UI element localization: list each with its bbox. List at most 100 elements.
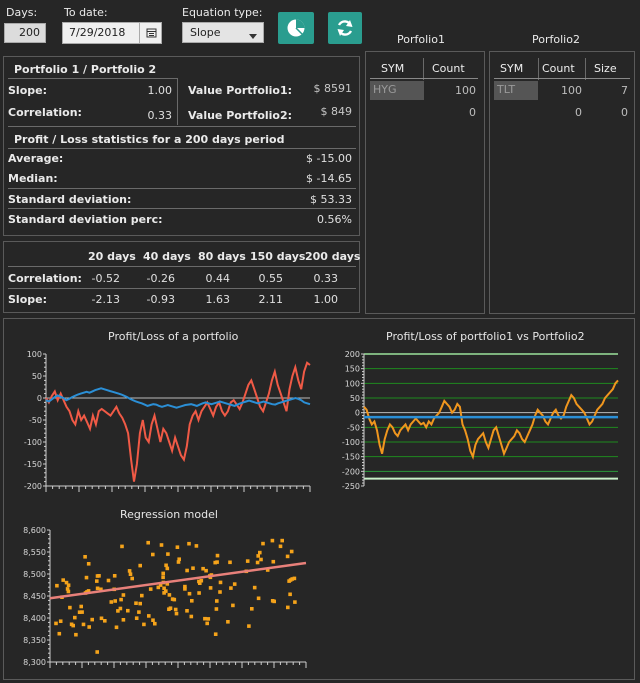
period-slope-value: 1.63 [205, 293, 231, 306]
eqtype-select[interactable]: Slope [182, 22, 264, 43]
scatter-point [127, 569, 132, 573]
scatter-point [250, 607, 254, 611]
scatter-point [118, 606, 123, 611]
scatter-point [183, 584, 187, 589]
calendar-icon[interactable] [139, 23, 161, 43]
slope-value: 1.00 [147, 84, 173, 97]
portfolio2-col-sym[interactable]: SYM [500, 62, 524, 75]
portfolio2-table[interactable] [489, 51, 635, 314]
scatter-point [258, 550, 262, 555]
scatter-point [214, 607, 219, 611]
scatter-point [215, 599, 219, 603]
scatter-point [215, 560, 219, 564]
scatter-point [189, 614, 194, 619]
scatter-point [95, 574, 100, 578]
series-line [363, 379, 619, 460]
scatter-point [134, 616, 139, 620]
scatter-point [140, 593, 144, 598]
header-divider [370, 78, 478, 79]
scatter-point [278, 544, 283, 549]
period-header: 80 days [198, 250, 246, 263]
portfolio2-count-cell[interactable]: 0 [575, 106, 582, 119]
y-tick-label: 0 [355, 409, 360, 418]
scatter-point [106, 578, 111, 583]
scatter-point [174, 611, 179, 616]
portfolio2-size-cell[interactable]: 0 [621, 106, 628, 119]
portfolio2-count-cell[interactable]: 100 [561, 84, 582, 97]
value-p2: $ 849 [320, 105, 353, 118]
portfolio1-sym-cell[interactable]: HYG [370, 81, 424, 100]
scatter-point [87, 625, 91, 629]
scatter-point [79, 604, 83, 609]
todate-picker[interactable]: 7/29/2018 [62, 22, 162, 44]
scatter-point [151, 552, 155, 557]
scatter-point [206, 617, 211, 621]
scatter-point [151, 618, 155, 622]
chart2-title: Profit/Loss of portfolio1 vs Portfolio2 [386, 330, 585, 343]
scatter-point [191, 566, 195, 570]
period-slope-label: Slope: [8, 293, 47, 306]
y-tick-label: 8,450 [23, 592, 46, 601]
scatter-point [153, 621, 157, 626]
portfolio2-col-count[interactable]: Count [542, 62, 575, 75]
correlation-label: Correlation: [8, 106, 82, 119]
pl-title: Profit / Loss statistics for a 200 days … [14, 133, 285, 146]
scatter-point [95, 650, 99, 654]
scatter-point [197, 591, 201, 595]
y-tick-label: 8,550 [23, 548, 46, 557]
y-tick-label: 8,500 [23, 570, 46, 579]
scatter-point [138, 563, 142, 568]
scatter-point [58, 619, 63, 623]
scatter-point [68, 605, 72, 610]
divider [8, 288, 356, 289]
chevron-down-icon [249, 30, 257, 43]
portfolio1-count-cell[interactable]: 100 [455, 84, 476, 97]
refresh-button[interactable] [328, 12, 362, 44]
scatter-point [293, 600, 297, 604]
divider [177, 79, 178, 125]
scatter-point [95, 579, 99, 583]
divider [8, 78, 178, 79]
scatter-point [86, 589, 91, 593]
scatter-point [148, 587, 153, 591]
scatter-point [183, 587, 187, 591]
todate-value: 7/29/2018 [69, 26, 126, 39]
scatter-point [168, 606, 173, 610]
scatter-point [54, 621, 58, 626]
stats-title: Portfolio 1 / Portfolio 2 [14, 63, 157, 76]
y-tick-label: 50 [32, 372, 42, 381]
portfolio1-count-cell[interactable]: 0 [469, 106, 476, 119]
period-correlation-value: 0.55 [258, 272, 284, 285]
regression-chart: 8,600 8,550 8,500 8,450 8,400 8,350 8,300 [23, 526, 307, 668]
scatter-point [55, 583, 59, 588]
y-tick-label: -200 [342, 467, 360, 476]
average-value: $ -15.00 [306, 152, 352, 165]
scatter-point [80, 610, 84, 614]
scatter-point [71, 623, 75, 628]
portfolio1-col-sym[interactable]: SYM [381, 62, 405, 75]
portfolio2-size-cell[interactable]: 7 [621, 84, 628, 97]
y-tick-label: 8,600 [23, 526, 46, 535]
scatter-point [134, 601, 138, 605]
scatter-point [270, 538, 275, 543]
scatter-point [126, 608, 130, 613]
scatter-point [86, 562, 91, 566]
profit-loss-chart: 100 50 0 -50 -100 -150 -200 [24, 350, 311, 492]
scatter-point [128, 572, 133, 576]
pie-chart-button[interactable] [278, 12, 314, 44]
divider [8, 148, 356, 149]
scatter-point [138, 601, 142, 606]
correlation-value: 0.33 [147, 109, 173, 122]
scatter-point [164, 563, 168, 568]
average-label: Average: [8, 152, 64, 165]
portfolio2-col-size[interactable]: Size [594, 62, 617, 75]
scatter-point [285, 554, 290, 559]
column-divider [538, 58, 539, 80]
scatter-point [119, 597, 123, 602]
days-input[interactable]: 200 [4, 23, 46, 43]
portfolio1-col-count[interactable]: Count [432, 62, 465, 75]
scatter-point [213, 632, 218, 636]
scatter-point [280, 538, 284, 543]
scatter-point [256, 554, 260, 558]
portfolio2-sym-cell[interactable]: TLT [494, 81, 538, 100]
